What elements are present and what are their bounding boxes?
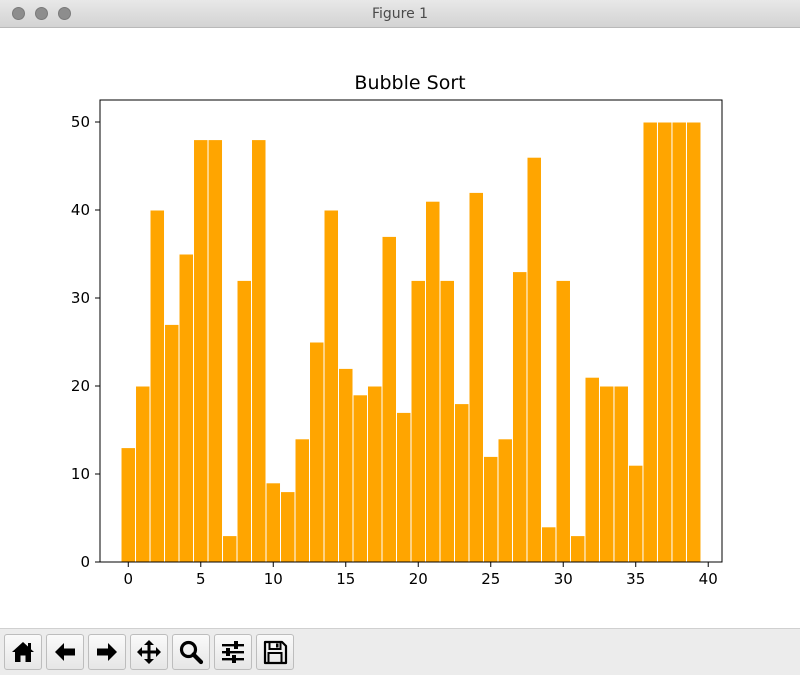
home-icon bbox=[12, 642, 34, 662]
home-button[interactable] bbox=[4, 634, 42, 670]
title-bar[interactable]: Figure 1 bbox=[0, 0, 800, 28]
close-window-button[interactable] bbox=[12, 7, 25, 20]
bar bbox=[193, 139, 209, 563]
y-tick-label: 50 bbox=[71, 113, 90, 131]
minimize-window-button[interactable] bbox=[35, 7, 48, 20]
y-tick-label: 40 bbox=[71, 201, 90, 219]
bar bbox=[656, 121, 673, 563]
bar bbox=[294, 438, 311, 563]
magnifier-icon bbox=[179, 640, 204, 665]
bar bbox=[381, 235, 397, 563]
bar bbox=[309, 341, 325, 563]
bar bbox=[584, 376, 600, 563]
move-icon bbox=[137, 640, 161, 664]
bar bbox=[410, 279, 426, 563]
y-tick-label: 30 bbox=[71, 289, 90, 307]
bar bbox=[439, 279, 455, 563]
x-tick-label: 0 bbox=[123, 570, 133, 588]
x-tick-label: 40 bbox=[699, 570, 718, 588]
bar bbox=[685, 121, 702, 563]
bar bbox=[338, 367, 354, 563]
y-tick-label: 10 bbox=[71, 465, 90, 483]
zoom-button[interactable] bbox=[172, 634, 210, 670]
x-tick-label: 5 bbox=[196, 570, 206, 588]
x-tick-label: 30 bbox=[554, 570, 573, 588]
bar bbox=[251, 139, 267, 563]
bar bbox=[482, 455, 499, 563]
navigation-toolbar bbox=[0, 628, 800, 675]
bar bbox=[497, 438, 513, 563]
x-axis: 0 5 10 15 20 25 30 35 40 bbox=[123, 562, 718, 588]
bar bbox=[671, 121, 687, 563]
bar bbox=[164, 323, 180, 563]
bar bbox=[569, 535, 586, 563]
bar bbox=[352, 394, 368, 563]
zoom-window-button[interactable] bbox=[58, 7, 71, 20]
window-title: Figure 1 bbox=[371, 6, 429, 22]
y-tick-label: 0 bbox=[80, 553, 90, 571]
bar bbox=[642, 121, 658, 563]
x-tick-label: 25 bbox=[481, 570, 500, 588]
bar bbox=[120, 447, 137, 563]
forward-button[interactable] bbox=[88, 634, 126, 670]
bar bbox=[540, 526, 557, 563]
save-button[interactable] bbox=[256, 634, 294, 670]
arrow-left-icon bbox=[55, 643, 75, 661]
x-tick-label: 20 bbox=[409, 570, 428, 588]
bar bbox=[149, 209, 166, 563]
configure-subplots-button[interactable] bbox=[214, 634, 252, 670]
x-tick-label: 10 bbox=[264, 570, 283, 588]
bar bbox=[280, 491, 296, 563]
pan-button[interactable] bbox=[130, 634, 168, 670]
bar bbox=[207, 139, 224, 563]
bar-chart: Bubble Sort 0 5 10 15 20 25 30 35 40 0 10 20 30 40 50 bbox=[71, 72, 723, 588]
bar bbox=[425, 200, 441, 563]
x-tick-label: 35 bbox=[626, 570, 645, 588]
bar bbox=[598, 385, 615, 563]
bar bbox=[511, 271, 528, 563]
sliders-icon bbox=[222, 641, 244, 663]
bar bbox=[222, 535, 238, 563]
bar bbox=[396, 411, 412, 563]
floppy-disk-icon bbox=[263, 640, 288, 665]
bar bbox=[555, 279, 571, 563]
chart-title: Bubble Sort bbox=[354, 72, 465, 94]
bar bbox=[627, 464, 644, 563]
bar bbox=[135, 385, 151, 563]
bars-group bbox=[120, 121, 702, 563]
x-tick-label: 15 bbox=[336, 570, 355, 588]
bar bbox=[468, 191, 484, 563]
bar bbox=[454, 403, 470, 563]
y-axis: 0 10 20 30 40 50 bbox=[71, 113, 100, 571]
bar bbox=[613, 385, 629, 563]
axes-frame bbox=[99, 99, 723, 563]
arrow-right-icon bbox=[97, 643, 117, 661]
figure-canvas[interactable]: Bubble Sort 0 5 10 15 20 25 30 35 40 0 10 20 30 40 50 bbox=[0, 28, 800, 628]
bar bbox=[265, 482, 282, 563]
back-button[interactable] bbox=[46, 634, 84, 670]
y-tick-label: 20 bbox=[71, 377, 90, 395]
bar bbox=[178, 253, 195, 563]
bar bbox=[367, 385, 383, 563]
bar bbox=[526, 156, 542, 563]
bar bbox=[236, 279, 253, 563]
bar bbox=[323, 209, 340, 563]
